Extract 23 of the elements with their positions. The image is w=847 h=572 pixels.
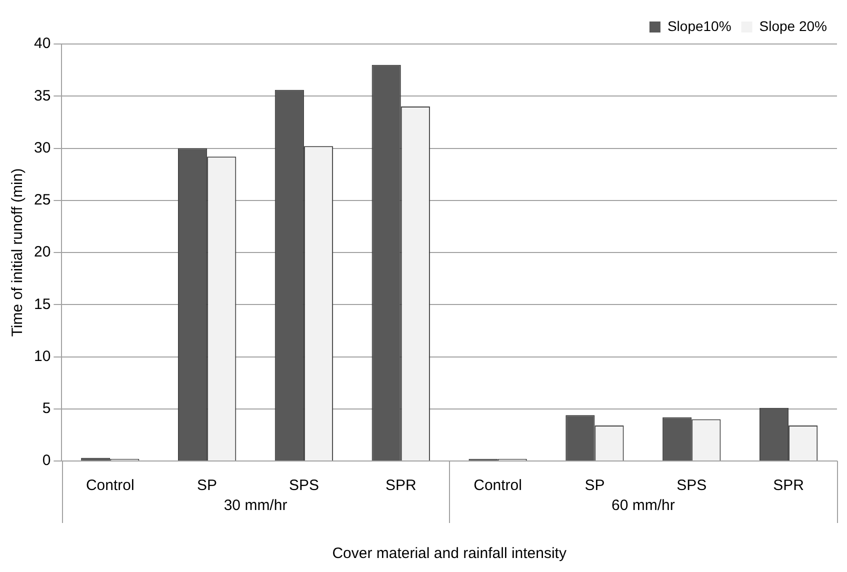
y-tick-label: 10 — [34, 348, 51, 365]
y-tick-label: 35 — [34, 87, 51, 104]
legend-label: Slope 20% — [759, 18, 827, 34]
y-tick-label: 5 — [42, 400, 51, 418]
text: 30 mm/hr — [224, 497, 288, 514]
legend-label: Slope10% — [667, 18, 732, 34]
x-tick-label: SP — [584, 477, 605, 494]
x-tick-label: Control — [474, 477, 522, 494]
x-tick-label: Control — [86, 477, 134, 494]
y-tick-label: 0 — [42, 452, 51, 470]
text: 60 mm/hr — [611, 497, 675, 514]
x-tick-label: SPS — [288, 477, 319, 494]
x-tick-label: SPS — [676, 477, 707, 494]
x-tick-label: SPR — [385, 477, 416, 494]
y-tick-label: 30 — [34, 139, 51, 156]
y-tick-label: 15 — [34, 296, 51, 313]
x-tick-label: SPR — [773, 477, 804, 494]
x-axis-title: Cover material and rainfall intensity — [332, 545, 567, 562]
y-tick-label: 25 — [34, 192, 51, 209]
y-axis-title: Time of initial runoff (min) — [9, 168, 26, 337]
y-tick-label: 20 — [34, 244, 51, 261]
x-tick-label: SP — [197, 477, 218, 494]
y-tick-label: 40 — [34, 35, 51, 52]
